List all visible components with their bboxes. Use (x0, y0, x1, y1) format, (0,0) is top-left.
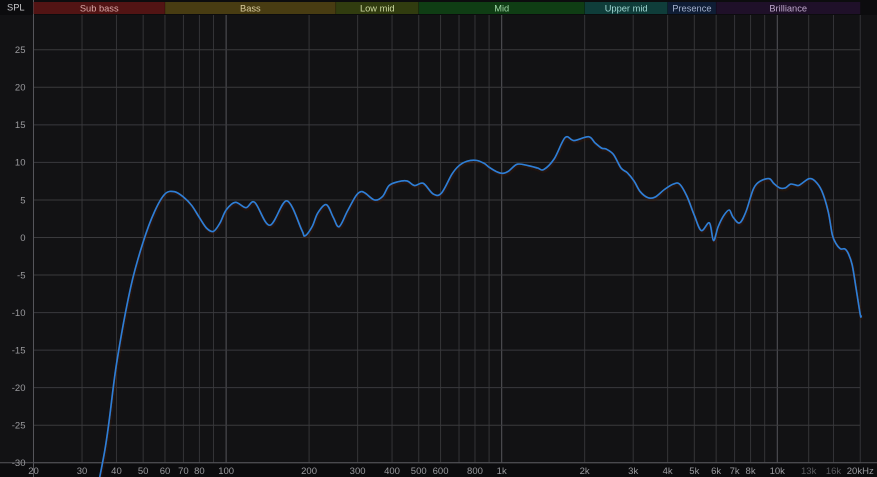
svg-text:-5: -5 (17, 270, 25, 281)
svg-text:-15: -15 (12, 345, 26, 356)
svg-text:1k: 1k (497, 466, 507, 477)
svg-text:15: 15 (15, 120, 26, 131)
svg-text:5k: 5k (689, 466, 699, 477)
svg-text:600: 600 (433, 466, 449, 477)
svg-text:80: 80 (194, 466, 205, 477)
svg-text:20: 20 (15, 83, 26, 94)
svg-text:500: 500 (411, 466, 427, 477)
svg-text:800: 800 (467, 466, 483, 477)
svg-text:10k: 10k (770, 466, 786, 477)
svg-text:-30: -30 (12, 458, 26, 469)
svg-text:Sub bass: Sub bass (80, 3, 119, 13)
svg-text:70: 70 (178, 466, 189, 477)
svg-text:3k: 3k (628, 466, 638, 477)
svg-text:-25: -25 (12, 421, 26, 432)
svg-text:13k: 13k (801, 466, 817, 477)
svg-text:7k: 7k (730, 466, 740, 477)
svg-text:40: 40 (111, 466, 122, 477)
svg-text:100: 100 (218, 466, 234, 477)
svg-text:SPL: SPL (7, 2, 25, 12)
svg-text:50: 50 (138, 466, 149, 477)
svg-text:200: 200 (301, 466, 317, 477)
svg-text:5: 5 (20, 195, 25, 206)
svg-text:Brilliance: Brilliance (769, 3, 807, 13)
svg-text:300: 300 (350, 466, 366, 477)
svg-text:30: 30 (77, 466, 88, 477)
svg-text:16k: 16k (826, 466, 842, 477)
svg-text:4k: 4k (663, 466, 673, 477)
svg-text:Bass: Bass (240, 3, 261, 13)
svg-text:Presence: Presence (672, 3, 711, 13)
svg-text:400: 400 (384, 466, 400, 477)
svg-text:0: 0 (20, 233, 25, 244)
svg-text:Upper mid: Upper mid (605, 3, 648, 13)
svg-text:6k: 6k (711, 466, 721, 477)
svg-text:-10: -10 (12, 308, 26, 319)
svg-text:20: 20 (28, 466, 39, 477)
svg-text:-20: -20 (12, 383, 26, 394)
svg-text:10: 10 (15, 158, 26, 169)
svg-text:Low mid: Low mid (360, 3, 395, 13)
svg-text:8k: 8k (746, 466, 756, 477)
svg-text:20kHz: 20kHz (847, 466, 874, 477)
svg-text:25: 25 (15, 45, 26, 56)
svg-text:2k: 2k (580, 466, 590, 477)
svg-text:60: 60 (160, 466, 171, 477)
svg-text:Mid: Mid (494, 3, 509, 13)
